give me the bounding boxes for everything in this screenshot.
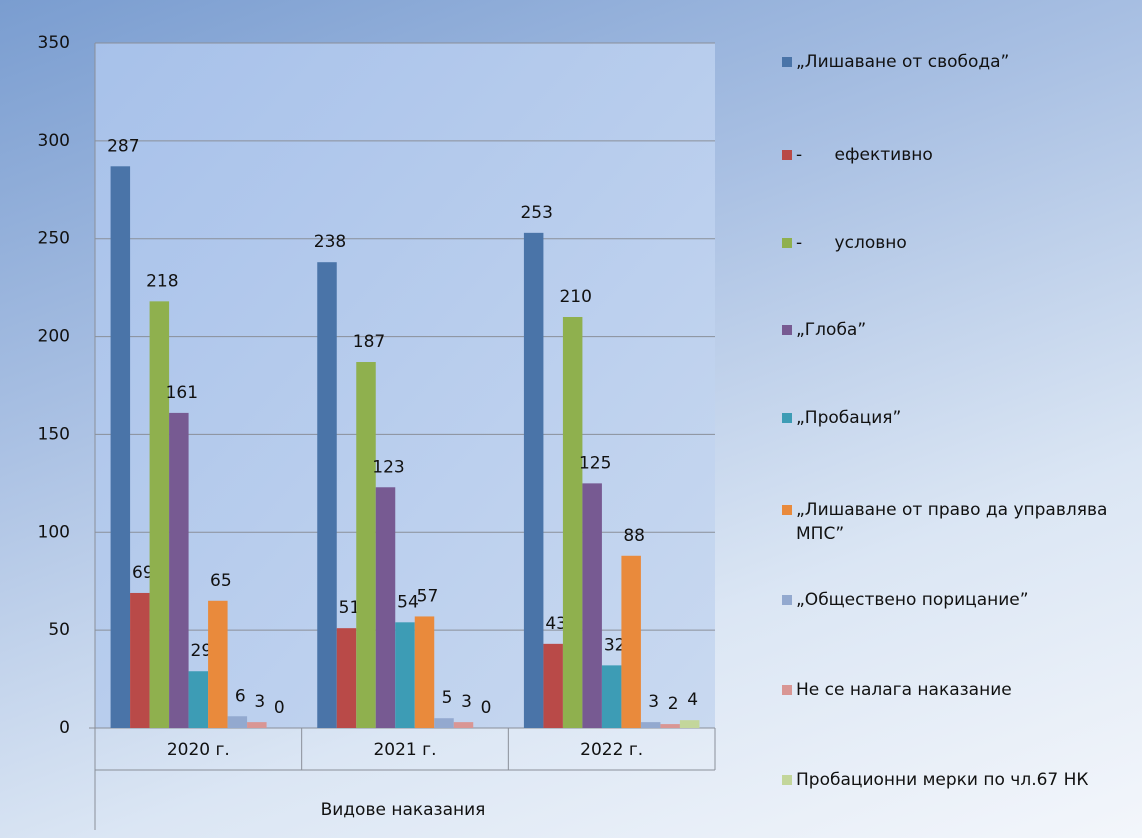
- legend-label: „Пробация”: [796, 408, 902, 428]
- legend-swatch: [782, 775, 792, 785]
- data-label: 65: [210, 571, 232, 591]
- y-tick-label: 0: [59, 718, 70, 738]
- bar: [601, 665, 622, 728]
- data-label: 238: [314, 232, 346, 252]
- y-tick-label: 200: [38, 327, 70, 347]
- bar: [395, 622, 415, 728]
- bar: [149, 301, 170, 728]
- legend-item: Не се налага наказание: [782, 678, 1137, 702]
- data-label: 51: [339, 598, 361, 618]
- bar: [227, 716, 248, 728]
- bar: [317, 262, 337, 728]
- legend-label: Не се налага наказание: [796, 680, 1012, 700]
- data-label: 57: [417, 586, 439, 606]
- data-label: 4: [687, 690, 698, 710]
- bar: [110, 166, 131, 729]
- bar: [208, 600, 228, 728]
- bar: [414, 616, 435, 728]
- bar: [434, 718, 454, 728]
- data-label: 3: [461, 692, 472, 712]
- data-label: 3: [648, 692, 659, 712]
- legend-item: - условно: [782, 231, 1137, 255]
- y-tick-label: 100: [38, 522, 70, 542]
- legend-swatch: [782, 325, 792, 335]
- data-label: 287: [107, 136, 139, 156]
- y-tick-label: 250: [38, 229, 70, 249]
- legend-item: „Глоба”: [782, 318, 1137, 342]
- bar: [562, 317, 583, 728]
- y-tick-label: 50: [48, 620, 70, 640]
- legend-swatch: [782, 238, 792, 248]
- legend-label: „Лишаване от свобода”: [796, 52, 1010, 72]
- legend-label: - ефективно: [796, 145, 933, 165]
- x-tick-label: 2020 г.: [167, 740, 230, 760]
- legend-swatch: [782, 505, 792, 515]
- bar: [375, 487, 396, 728]
- legend-swatch: [782, 685, 792, 695]
- legend-label: „Лишаване от право да управлява МПС”: [796, 500, 1113, 544]
- data-label: 5: [442, 688, 453, 708]
- bar: [679, 720, 700, 728]
- data-label: 0: [274, 698, 285, 718]
- data-label: 32: [604, 635, 626, 655]
- bar: [453, 722, 474, 728]
- data-label: 210: [559, 287, 591, 307]
- bar: [660, 724, 680, 728]
- bar: [356, 362, 376, 728]
- legend-item: - ефективно: [782, 143, 1137, 167]
- legend-label: - условно: [796, 233, 907, 253]
- legend-item: „Лишаване от свобода”: [782, 50, 1137, 74]
- legend-label: „Обществено порицание”: [796, 590, 1029, 610]
- data-label: 161: [166, 383, 198, 403]
- data-label: 123: [372, 457, 404, 477]
- x-tick-label: 2021 г.: [373, 740, 436, 760]
- bar: [188, 671, 209, 728]
- data-label: 6: [235, 686, 246, 706]
- data-label: 3: [254, 692, 265, 712]
- legend-label: Пробационни мерки по чл.67 НК: [796, 770, 1089, 790]
- plot-area: [95, 43, 715, 728]
- data-label: 253: [520, 203, 552, 223]
- legend-swatch: [782, 57, 792, 67]
- y-tick-label: 150: [38, 424, 70, 444]
- data-label: 125: [579, 453, 611, 473]
- bar: [640, 722, 661, 728]
- legend-item: „Пробация”: [782, 406, 1137, 430]
- data-label: 54: [397, 592, 419, 612]
- data-label: 187: [353, 332, 385, 352]
- data-label: 88: [623, 526, 645, 546]
- bar: [247, 722, 267, 728]
- legend-item: „Обществено порицание”: [782, 588, 1137, 612]
- legend-item: „Лишаване от право да управлява МПС”: [782, 498, 1137, 546]
- y-tick-label: 300: [38, 131, 70, 151]
- data-label: 2: [668, 694, 679, 714]
- legend-label: „Глоба”: [796, 320, 867, 340]
- bar: [621, 555, 641, 728]
- bar: [130, 592, 150, 728]
- bar: [582, 483, 602, 728]
- data-label: 29: [191, 641, 213, 661]
- data-label: 69: [132, 563, 154, 583]
- data-label: 218: [146, 271, 178, 291]
- legend-item: Пробационни мерки по чл.67 НК: [782, 768, 1137, 792]
- legend-swatch: [782, 413, 792, 423]
- data-label: 43: [545, 614, 567, 634]
- bar: [336, 628, 357, 728]
- legend-swatch: [782, 150, 792, 160]
- bar: [523, 232, 544, 729]
- y-tick-label: 350: [38, 33, 70, 53]
- bar: [169, 412, 189, 728]
- x-tick-label: 2022 г.: [580, 740, 643, 760]
- data-label: 0: [481, 698, 492, 718]
- x-axis-title: Видове наказания: [321, 800, 486, 820]
- legend-swatch: [782, 595, 792, 605]
- bar: [543, 643, 563, 728]
